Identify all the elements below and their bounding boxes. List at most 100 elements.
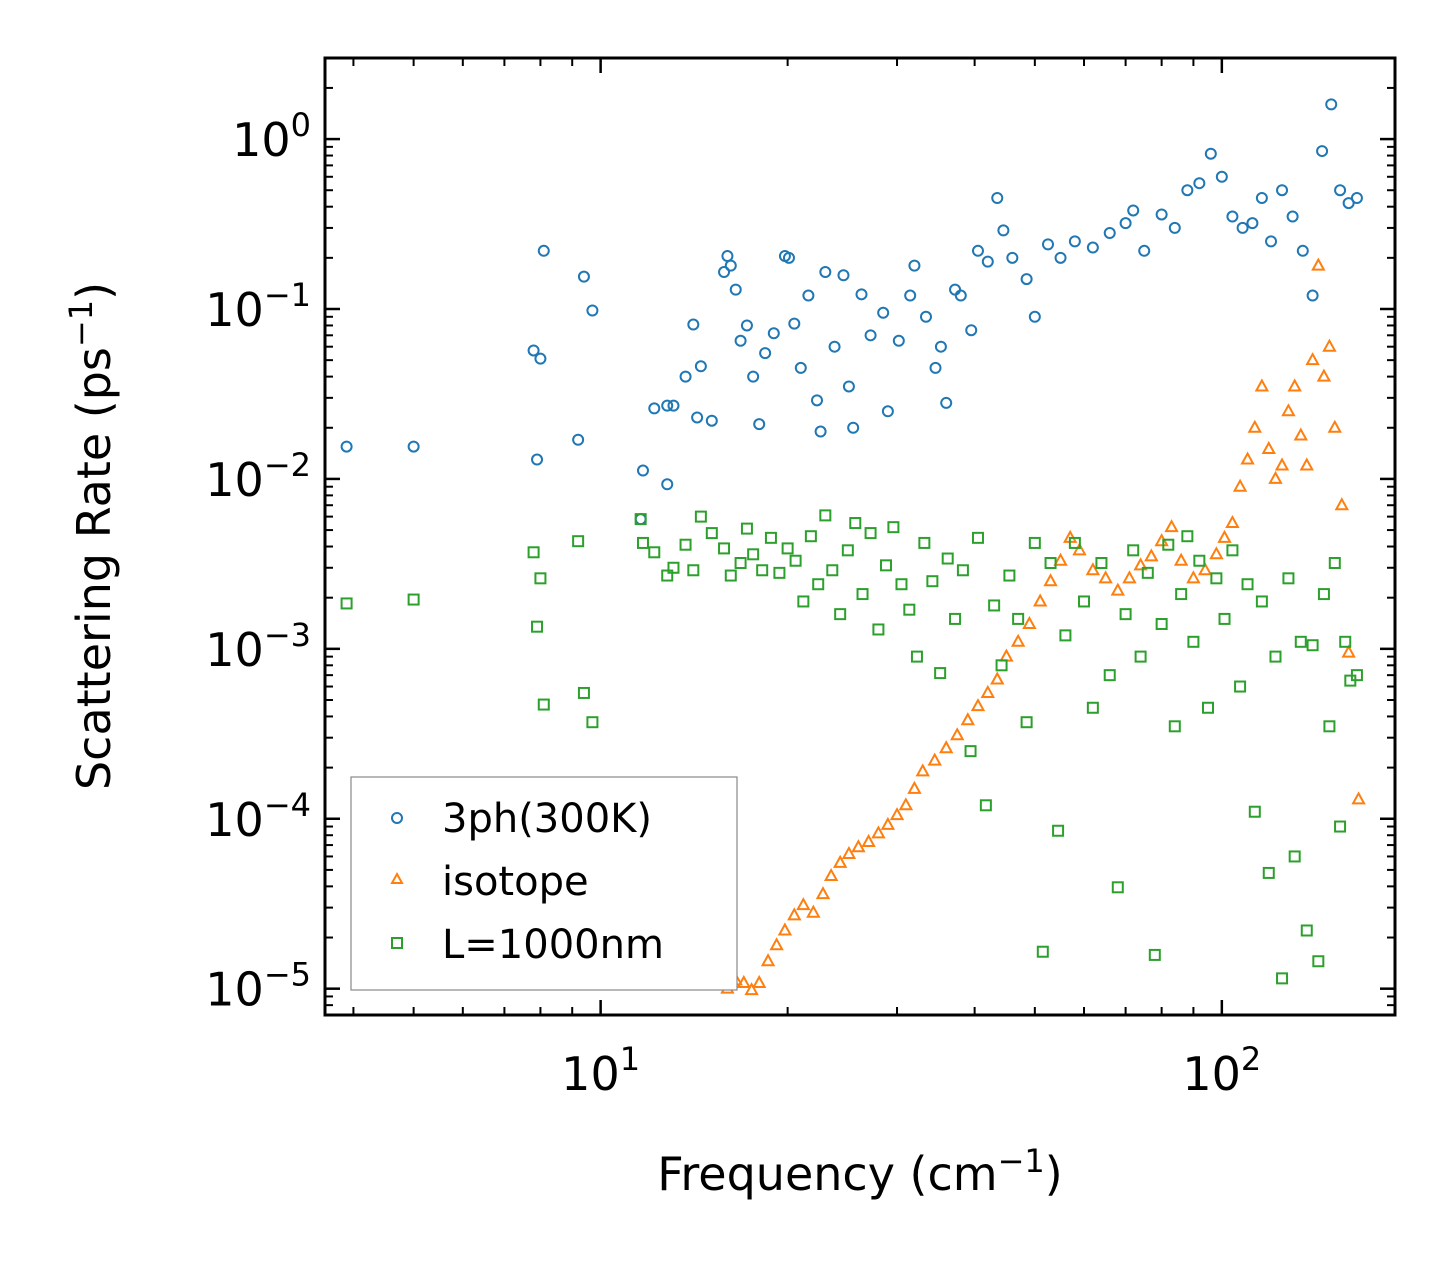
data-point <box>1072 542 1087 556</box>
data-point <box>1095 557 1108 570</box>
data-point <box>1316 145 1329 158</box>
data-point <box>1028 310 1041 323</box>
data-point <box>1215 170 1228 183</box>
data-point <box>1287 378 1302 392</box>
plot-frame <box>323 56 1397 1017</box>
data-point <box>1085 562 1101 576</box>
data-point <box>1276 184 1289 197</box>
data-point <box>1043 573 1058 587</box>
data-point <box>979 799 992 812</box>
data-point <box>527 546 540 559</box>
data-point <box>1234 680 1247 693</box>
data-point <box>929 361 942 374</box>
data-point <box>734 334 747 347</box>
data-point <box>1254 378 1270 392</box>
data-point <box>648 546 661 559</box>
data-point <box>1181 184 1194 197</box>
data-point <box>661 478 674 491</box>
data-point <box>1328 557 1341 570</box>
data-point <box>1133 557 1148 571</box>
data-point <box>815 886 831 900</box>
data-point <box>1312 955 1325 968</box>
data-point <box>832 854 848 868</box>
data-point <box>849 517 862 530</box>
data-point <box>1127 204 1140 217</box>
data-point <box>887 521 900 534</box>
data-point <box>1300 924 1313 937</box>
x-tick-label: 101 <box>561 1040 640 1101</box>
data-point <box>1155 208 1168 221</box>
legend-label-isotope: isotope <box>442 859 589 905</box>
data-point <box>1311 257 1326 271</box>
y-tick-label: 10−5 <box>205 956 311 1017</box>
data-point <box>1141 566 1154 579</box>
data-point <box>740 522 753 535</box>
data-point <box>1181 530 1194 543</box>
data-point <box>759 347 772 360</box>
data-point <box>880 559 893 572</box>
legend-marker-3ph <box>391 812 403 824</box>
data-point <box>1209 546 1224 560</box>
data-point <box>927 752 942 766</box>
data-point <box>734 557 747 570</box>
data-point <box>1261 440 1276 454</box>
data-point <box>1294 635 1307 648</box>
data-point <box>1296 244 1309 257</box>
data-point <box>691 411 704 424</box>
data-point <box>1193 554 1206 567</box>
data-point <box>1274 457 1290 471</box>
data-point <box>661 569 674 582</box>
data-point <box>407 593 420 606</box>
data-point <box>788 317 801 330</box>
data-point <box>1068 235 1081 248</box>
data-point <box>1334 184 1347 197</box>
data-point <box>1306 289 1319 302</box>
data-point <box>1168 221 1181 234</box>
data-point <box>810 394 823 407</box>
data-point <box>1247 419 1263 433</box>
data-point <box>871 825 886 839</box>
data-point <box>919 310 932 323</box>
data-point <box>1226 210 1239 223</box>
data-point <box>789 554 802 567</box>
data-point <box>797 595 810 608</box>
data-point <box>1248 805 1261 818</box>
data-point <box>956 564 969 577</box>
data-point <box>586 304 599 317</box>
data-point <box>981 255 994 268</box>
data-point <box>636 464 649 477</box>
data-point <box>407 440 420 453</box>
data-point <box>661 399 674 412</box>
data-point <box>787 907 802 921</box>
data-point <box>941 552 954 565</box>
data-point <box>1144 548 1159 562</box>
data-point <box>694 510 707 523</box>
data-point <box>572 433 585 446</box>
data-marks <box>340 98 1366 996</box>
data-point <box>1032 593 1048 607</box>
data-point <box>1293 427 1308 441</box>
data-point <box>636 536 649 549</box>
data-point <box>851 839 866 853</box>
data-point <box>841 544 854 557</box>
data-point <box>965 324 978 337</box>
data-point <box>1226 544 1239 557</box>
data-point <box>980 684 995 698</box>
data-point <box>634 513 647 526</box>
data-point <box>340 597 353 610</box>
data-point <box>740 319 753 332</box>
data-point <box>1052 824 1065 837</box>
data-point <box>864 329 877 342</box>
data-point <box>1342 197 1355 210</box>
data-point <box>1341 644 1356 658</box>
data-point <box>1187 635 1200 648</box>
data-point <box>1288 850 1301 863</box>
data-point <box>724 569 737 582</box>
data-point <box>842 380 855 393</box>
data-point <box>1306 639 1319 652</box>
data-point <box>753 418 766 431</box>
legend-box <box>350 776 738 991</box>
data-point <box>718 542 731 555</box>
data-point <box>1010 633 1026 647</box>
data-point <box>847 421 860 434</box>
